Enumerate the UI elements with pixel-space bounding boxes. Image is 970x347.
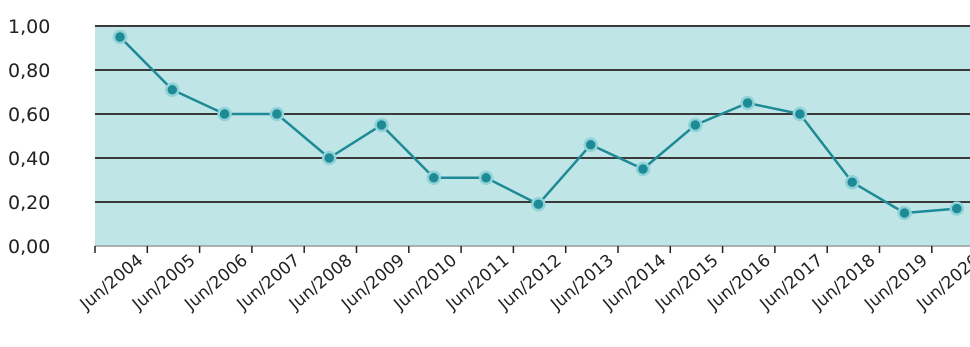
data-point — [165, 82, 180, 98]
data-point — [217, 106, 232, 122]
data-point — [740, 95, 755, 111]
data-point — [792, 106, 808, 122]
y-tick-label: 0,00 — [8, 236, 50, 258]
data-point — [374, 117, 389, 133]
data-point — [897, 205, 912, 221]
data-points — [112, 29, 965, 221]
data-point — [635, 161, 651, 177]
y-axis-tick-labels: 0,00 0,20 0,40 0,60 0,80 1,00 — [8, 16, 50, 258]
data-point — [269, 106, 285, 122]
y-tick-label: 0,40 — [8, 148, 50, 170]
x-axis-tick-labels: Jun/2004Jun/2005Jun/2006Jun/2007Jun/2008… — [76, 251, 970, 316]
y-tick-label: 0,80 — [8, 60, 50, 82]
data-point — [112, 29, 128, 45]
x-axis — [94, 245, 970, 253]
data-point — [531, 196, 546, 212]
data-point — [949, 201, 965, 216]
y-tick-label: 0,60 — [8, 104, 50, 126]
data-point — [426, 170, 442, 186]
data-point — [844, 174, 860, 190]
data-point — [321, 150, 337, 166]
data-point — [583, 137, 598, 153]
y-tick-label: 0,20 — [8, 192, 50, 214]
data-point — [688, 117, 703, 133]
plot-area — [95, 26, 970, 246]
data-point — [478, 170, 494, 186]
y-tick-label: 1,00 — [8, 16, 50, 38]
